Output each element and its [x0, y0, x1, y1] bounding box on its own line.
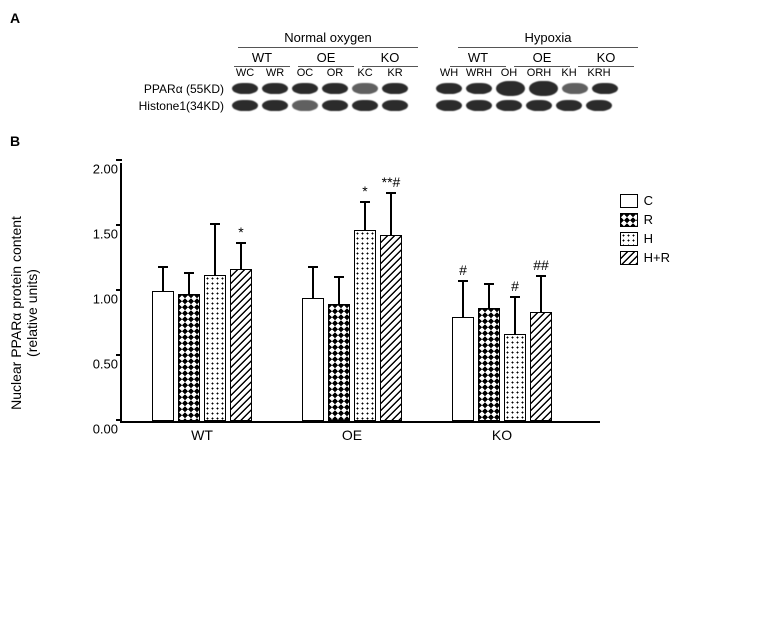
legend-item: C: [620, 193, 670, 208]
bar: [452, 317, 474, 421]
legend-swatch: [620, 213, 638, 227]
western-blot: Normal oxygen Hypoxia WT OE KO WT OE KO …: [130, 30, 646, 113]
y-tick-label: 0.00: [78, 422, 118, 437]
bar: [478, 308, 500, 421]
panel-b-label: B: [10, 133, 761, 149]
blot-row-histone: Histone1(34KD): [130, 98, 646, 113]
panel-a: A Normal oxygen Hypoxia WT OE KO WT OE K…: [10, 10, 761, 113]
condition-header: Normal oxygen Hypoxia: [130, 30, 646, 48]
plot-area: CRHH+R 0.000.501.001.502.00*WT***#OE####…: [120, 163, 600, 423]
y-tick-label: 0.50: [78, 357, 118, 372]
bar: [504, 334, 526, 421]
legend-swatch: [620, 232, 638, 246]
bar: [152, 291, 174, 421]
x-group-label: WT: [191, 427, 213, 443]
y-axis-title: Nuclear PPARα protein content (relative …: [8, 216, 40, 410]
legend-swatch: [620, 251, 638, 265]
condition-normal: Normal oxygen: [238, 30, 418, 48]
bar: [354, 230, 376, 421]
legend-label: H: [644, 231, 653, 246]
bar: [530, 312, 552, 421]
bar: [230, 269, 252, 421]
blot-row-ppara: PPARα (55KD): [130, 79, 646, 98]
bar: [328, 304, 350, 421]
panel-a-label: A: [10, 10, 761, 26]
significance-marker: *: [362, 183, 367, 199]
condition-hypoxia: Hypoxia: [458, 30, 638, 48]
significance-marker: **#: [382, 174, 401, 190]
legend: CRH H+R: [620, 193, 670, 269]
legend-label: H+R: [644, 250, 670, 265]
significance-marker: ##: [533, 257, 549, 273]
bar: [204, 275, 226, 421]
legend-item: H: [620, 231, 670, 246]
legend-label: R: [644, 212, 653, 227]
y-tick-label: 2.00: [78, 162, 118, 177]
legend-item: R: [620, 212, 670, 227]
significance-marker: #: [511, 278, 519, 294]
panel-b: B Nuclear PPARα protein content (relativ…: [10, 133, 761, 473]
y-tick-label: 1.00: [78, 292, 118, 307]
bar-chart: Nuclear PPARα protein content (relative …: [50, 153, 650, 473]
y-tick-label: 1.50: [78, 227, 118, 242]
legend-item: H+R: [620, 250, 670, 265]
legend-swatch: [620, 194, 638, 208]
significance-marker: *: [238, 224, 243, 240]
legend-label: C: [644, 193, 653, 208]
x-group-label: OE: [342, 427, 362, 443]
bar: [178, 294, 200, 421]
lane-labels: WC WR OC OR KC KR WH WRH OH ORH KH KRH: [130, 67, 646, 79]
bar: [380, 235, 402, 421]
x-group-label: KO: [492, 427, 512, 443]
bar: [302, 298, 324, 422]
significance-marker: #: [459, 262, 467, 278]
genotype-header: WT OE KO WT OE KO: [130, 50, 646, 67]
